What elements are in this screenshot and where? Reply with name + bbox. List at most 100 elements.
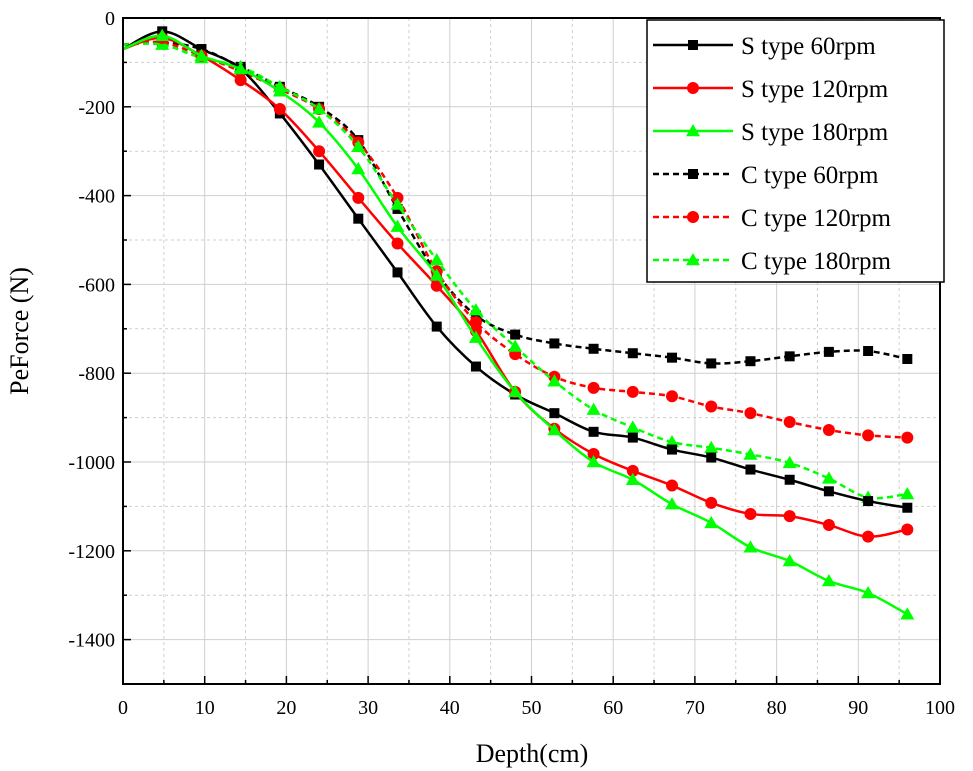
data-point xyxy=(821,471,836,484)
data-point xyxy=(626,385,639,398)
data-point xyxy=(312,102,327,115)
data-point xyxy=(743,540,758,553)
data-point xyxy=(508,339,523,352)
data-point xyxy=(706,358,717,369)
x-tick-label: 20 xyxy=(276,697,296,719)
data-point xyxy=(430,279,443,292)
data-point xyxy=(900,607,915,620)
data-point xyxy=(862,429,875,442)
data-point xyxy=(821,573,836,587)
legend-label: C type 120rpm xyxy=(741,205,892,232)
data-point xyxy=(902,502,913,513)
data-point xyxy=(627,348,638,359)
y-tick-label: -400 xyxy=(78,186,115,208)
data-point xyxy=(625,420,640,433)
x-tick-label: 0 xyxy=(118,697,128,719)
data-point xyxy=(588,343,599,354)
data-point xyxy=(688,169,698,179)
data-point xyxy=(688,40,698,50)
x-tick-label: 80 xyxy=(767,697,787,719)
data-point xyxy=(745,464,756,475)
tick-labels: 0 10 20 30 40 50 60 70 80 90 100 0 -200 -400 -600 -800 -… xyxy=(68,8,955,719)
data-point xyxy=(351,161,366,175)
data-point xyxy=(194,48,209,61)
data-point xyxy=(352,191,365,204)
data-point xyxy=(272,84,287,97)
data-point xyxy=(706,452,717,463)
y-axis-title: PeForce (N) xyxy=(5,267,34,395)
data-point xyxy=(508,384,523,398)
data-point xyxy=(625,472,640,486)
data-point xyxy=(470,361,481,372)
data-point xyxy=(351,139,366,153)
x-tick-label: 50 xyxy=(522,697,542,719)
data-point xyxy=(470,310,481,321)
data-point xyxy=(586,455,601,468)
y-tick-label: -800 xyxy=(78,363,115,385)
data-point xyxy=(666,479,679,492)
data-point xyxy=(390,219,405,232)
legend-item: C type 120rpm xyxy=(653,205,892,232)
data-point xyxy=(686,253,700,266)
data-point xyxy=(783,510,796,523)
data-point xyxy=(390,197,405,210)
x-axis-title: Depth(cm) xyxy=(476,739,589,768)
legend-item: S type 60rpm xyxy=(653,33,876,60)
data-point xyxy=(863,346,874,356)
data-point xyxy=(468,303,483,316)
data-point xyxy=(784,351,795,362)
x-tick-label: 40 xyxy=(440,697,460,719)
data-point xyxy=(273,103,286,116)
x-tick-label: 90 xyxy=(848,697,868,719)
data-point xyxy=(510,329,521,340)
legend-box xyxy=(646,19,945,283)
data-point xyxy=(468,330,483,343)
data-point xyxy=(823,486,834,497)
data-point xyxy=(233,62,248,75)
data-point xyxy=(665,497,680,510)
legend: S type 60rpm S type 120rpm S type 180rpm C … xyxy=(646,19,945,283)
data-point xyxy=(429,252,444,266)
legend-label: S type 120rpm xyxy=(741,76,889,103)
data-point xyxy=(861,585,876,599)
x-tick-label: 60 xyxy=(603,697,623,719)
data-point xyxy=(667,444,678,455)
data-point xyxy=(549,408,560,419)
data-point xyxy=(687,211,699,223)
data-point xyxy=(588,426,599,437)
data-point xyxy=(901,431,914,444)
legend-item: S type 120rpm xyxy=(653,76,889,103)
data-point xyxy=(744,507,757,520)
data-point xyxy=(862,530,875,543)
data-point xyxy=(587,448,600,461)
data-point xyxy=(314,159,325,170)
series-line xyxy=(123,42,908,500)
legend-item: C type 180rpm xyxy=(653,248,892,275)
data-point xyxy=(353,213,364,224)
data-point xyxy=(782,455,797,469)
y-tick-label: -600 xyxy=(78,274,115,296)
data-point xyxy=(626,464,639,477)
data-point xyxy=(586,402,601,415)
data-point xyxy=(704,440,719,454)
legend-label: S type 60rpm xyxy=(741,33,876,60)
data-point xyxy=(155,28,170,42)
data-point xyxy=(549,338,560,349)
x-tick-label: 10 xyxy=(195,697,215,719)
data-point xyxy=(234,74,247,87)
legend-label: C type 180rpm xyxy=(741,248,892,275)
data-point xyxy=(822,424,835,437)
data-point xyxy=(587,381,600,394)
data-point xyxy=(743,447,758,460)
data-point xyxy=(784,474,795,485)
data-point xyxy=(705,496,718,509)
y-tick-label: 0 xyxy=(105,8,115,30)
y-tick-label: -200 xyxy=(78,97,115,119)
data-point xyxy=(667,352,678,363)
data-point xyxy=(686,124,700,137)
data-point xyxy=(429,268,444,281)
data-point xyxy=(313,145,326,158)
data-point xyxy=(392,267,403,278)
legend-label: S type 180rpm xyxy=(741,119,889,146)
